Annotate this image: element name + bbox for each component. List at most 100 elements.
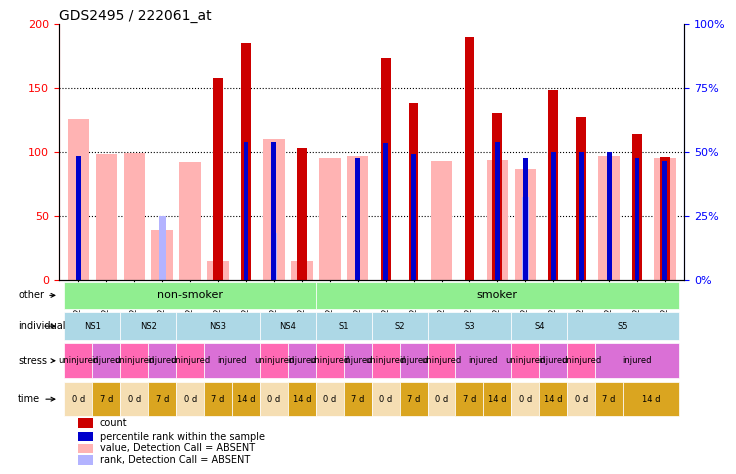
FancyBboxPatch shape [428,382,456,417]
Bar [492,113,502,280]
FancyBboxPatch shape [120,344,148,378]
Text: 14 d: 14 d [642,395,660,404]
Text: NS4: NS4 [280,322,297,331]
FancyBboxPatch shape [400,344,428,378]
Bar [68,118,89,280]
FancyBboxPatch shape [595,344,679,378]
FancyBboxPatch shape [456,344,512,378]
Text: S5: S5 [618,322,629,331]
FancyBboxPatch shape [93,344,120,378]
Bar [78,432,93,441]
Text: 14 d: 14 d [237,395,255,404]
FancyBboxPatch shape [456,382,484,417]
Bar [464,36,474,280]
Bar [578,152,584,280]
FancyBboxPatch shape [567,312,679,340]
Text: value, Detection Call = ABSENT: value, Detection Call = ABSENT [99,443,255,453]
Text: injured: injured [287,356,316,365]
Text: S3: S3 [464,322,475,331]
FancyBboxPatch shape [176,344,204,378]
Text: uninjured: uninjured [366,356,406,365]
Bar [272,142,277,280]
FancyBboxPatch shape [428,312,512,340]
Bar [271,233,277,280]
FancyBboxPatch shape [260,312,316,340]
FancyBboxPatch shape [344,382,372,417]
FancyBboxPatch shape [65,344,93,378]
Text: uninjured: uninjured [422,356,461,365]
Text: injured: injured [399,356,428,365]
Bar [634,158,640,280]
Text: NS3: NS3 [210,322,227,331]
FancyBboxPatch shape [148,382,176,417]
Bar [431,161,452,280]
FancyBboxPatch shape [316,282,679,309]
Text: 7 d: 7 d [351,395,364,404]
FancyBboxPatch shape [120,312,176,340]
Bar [152,230,173,280]
Bar [606,152,612,280]
Bar [486,160,508,280]
Bar [383,143,388,280]
Text: 14 d: 14 d [488,395,506,404]
Text: S4: S4 [534,322,545,331]
Text: 0 d: 0 d [435,395,448,404]
FancyBboxPatch shape [204,344,260,378]
Text: 7 d: 7 d [99,395,113,404]
Bar [291,261,313,280]
FancyBboxPatch shape [400,382,428,417]
Bar [495,142,500,280]
FancyBboxPatch shape [372,382,400,417]
Text: percentile rank within the sample: percentile rank within the sample [99,432,264,442]
Bar [662,161,668,280]
Bar [355,158,360,280]
FancyBboxPatch shape [316,312,372,340]
Bar [660,157,670,280]
FancyBboxPatch shape [176,382,204,417]
Bar [319,158,341,280]
Text: time: time [18,394,55,404]
Text: injured: injured [343,356,372,365]
Text: 7 d: 7 d [155,395,169,404]
Bar [381,58,391,280]
Bar [263,139,285,280]
Text: S2: S2 [394,322,405,331]
Bar [598,155,620,280]
Bar [78,444,93,453]
Text: 14 d: 14 d [293,395,311,404]
FancyBboxPatch shape [512,344,539,378]
Text: 0 d: 0 d [323,395,336,404]
FancyBboxPatch shape [316,344,344,378]
FancyBboxPatch shape [65,282,316,309]
Text: 0 d: 0 d [72,395,85,404]
FancyBboxPatch shape [148,344,176,378]
Text: GDS2495 / 222061_at: GDS2495 / 222061_at [59,9,211,23]
FancyBboxPatch shape [65,382,93,417]
Bar [96,155,117,280]
FancyBboxPatch shape [539,344,567,378]
FancyBboxPatch shape [260,344,288,378]
Bar [514,168,536,280]
Bar [244,142,249,280]
Bar [208,261,229,280]
Bar [408,103,419,280]
Text: 0 d: 0 d [379,395,392,404]
Text: injured: injured [217,356,247,365]
Bar [297,148,307,280]
FancyBboxPatch shape [512,382,539,417]
FancyBboxPatch shape [595,382,623,417]
Text: uninjured: uninjured [310,356,350,365]
Text: injured: injured [147,356,177,365]
Bar [654,158,676,280]
Bar [180,162,201,280]
Text: uninjured: uninjured [170,356,210,365]
Text: injured: injured [622,356,652,365]
Text: uninjured: uninjured [505,356,545,365]
Bar [124,153,145,280]
Text: injured: injured [469,356,498,365]
Bar [347,155,369,280]
FancyBboxPatch shape [344,344,372,378]
FancyBboxPatch shape [288,344,316,378]
FancyBboxPatch shape [567,344,595,378]
Text: NS2: NS2 [140,322,157,331]
